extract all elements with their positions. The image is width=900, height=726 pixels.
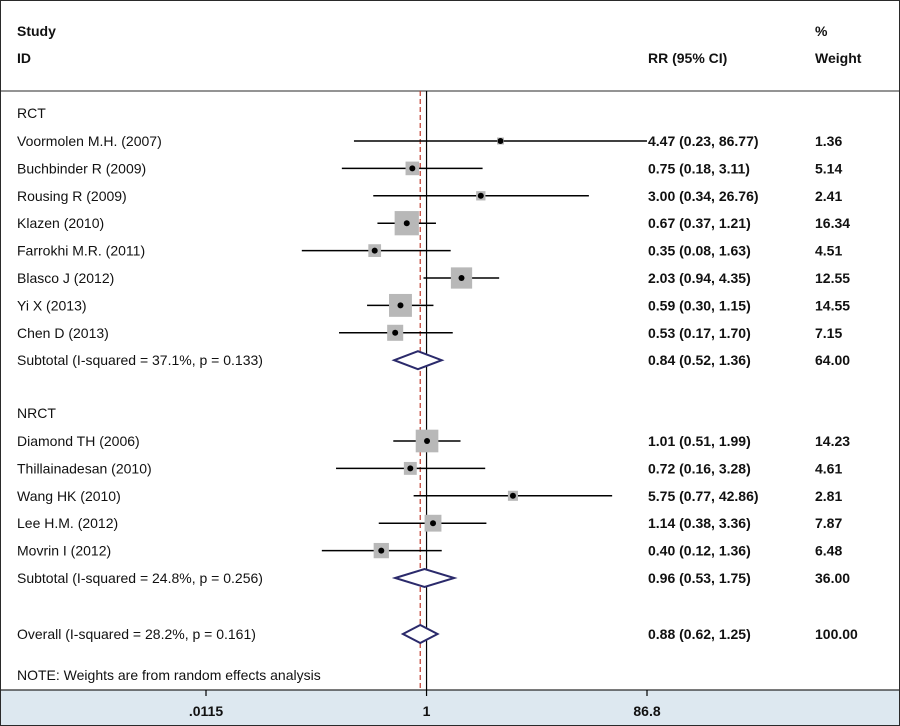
weight-value: 7.15 <box>815 325 842 341</box>
point-estimate <box>407 465 414 472</box>
header-study: Study <box>17 23 56 39</box>
point-estimate <box>378 547 385 554</box>
point-estimate <box>392 329 399 336</box>
point-estimate <box>397 302 404 309</box>
study-label: Buchbinder R (2009) <box>17 160 146 176</box>
point-estimate <box>509 492 516 499</box>
effect-value: 5.75 (0.77, 42.86) <box>648 488 759 504</box>
group-heading: RCT <box>17 105 46 121</box>
weight-value: 7.87 <box>815 515 842 531</box>
effect-value: 0.59 (0.30, 1.15) <box>648 297 751 313</box>
weight-value: 14.23 <box>815 433 850 449</box>
study-label: Yi X (2013) <box>17 297 87 313</box>
weight-value: 12.55 <box>815 270 850 286</box>
group-heading: NRCT <box>17 405 56 421</box>
x-tick-label: 86.8 <box>633 703 660 719</box>
effect-value: 3.00 (0.34, 26.76) <box>648 188 759 204</box>
header-id: ID <box>17 50 31 66</box>
weight-value: 5.14 <box>815 160 842 176</box>
study-label: Movrin I (2012) <box>17 543 111 559</box>
effect-value: 0.35 (0.08, 1.63) <box>648 243 751 259</box>
weight-value: 4.61 <box>815 460 842 476</box>
effect-value: 1.01 (0.51, 1.99) <box>648 433 751 449</box>
effect-value: 0.72 (0.16, 3.28) <box>648 460 751 476</box>
point-estimate <box>403 220 410 227</box>
study-label: Wang HK (2010) <box>17 488 121 504</box>
x-tick-label: 1 <box>423 703 431 719</box>
subtotal-weight-value: 64.00 <box>815 352 850 368</box>
overall-effect-value: 0.88 (0.62, 1.25) <box>648 626 751 642</box>
study-label: Klazen (2010) <box>17 215 104 231</box>
weight-value: 2.41 <box>815 188 842 204</box>
study-label: Diamond TH (2006) <box>17 433 140 449</box>
effect-value: 1.14 (0.38, 3.36) <box>648 515 751 531</box>
point-estimate <box>424 438 431 444</box>
subtotal-weight-value: 36.00 <box>815 570 850 586</box>
point-estimate <box>477 192 484 199</box>
weight-value: 1.36 <box>815 133 842 149</box>
study-label: Thillainadesan (2010) <box>17 460 152 476</box>
weight-value: 2.81 <box>815 488 842 504</box>
study-label: Blasco J (2012) <box>17 270 114 286</box>
study-label: Farrokhi M.R. (2011) <box>17 243 145 259</box>
subtotal-effect-value: 0.96 (0.53, 1.75) <box>648 570 751 586</box>
weight-value: 16.34 <box>815 215 850 231</box>
subtotal-effect-value: 0.84 (0.52, 1.36) <box>648 352 751 368</box>
study-label: Lee H.M. (2012) <box>17 515 118 531</box>
header-weight-top: % <box>815 23 828 39</box>
subtotal-diamond <box>391 350 445 371</box>
axis-band <box>0 690 900 726</box>
point-estimate <box>458 275 465 281</box>
x-tick-label: .0115 <box>189 703 223 719</box>
overall-diamond <box>400 623 440 645</box>
footnote: NOTE: Weights are from random effects an… <box>17 667 321 683</box>
study-label: Voormolen M.H. (2007) <box>17 133 162 149</box>
point-estimate <box>409 165 416 172</box>
effect-value: 4.47 (0.23, 86.77) <box>648 133 759 149</box>
overall-label: Overall (I-squared = 28.2%, p = 0.161) <box>17 626 256 642</box>
weight-value: 14.55 <box>815 297 850 313</box>
study-label: Chen D (2013) <box>17 325 109 341</box>
subtotal-label: Subtotal (I-squared = 37.1%, p = 0.133) <box>17 352 263 368</box>
header-effect: RR (95% CI) <box>648 50 727 66</box>
subtotal-diamond <box>391 567 458 589</box>
subtotal-label: Subtotal (I-squared = 24.8%, p = 0.256) <box>17 570 263 586</box>
effect-value: 0.67 (0.37, 1.21) <box>648 215 751 231</box>
effect-value: 0.53 (0.17, 1.70) <box>648 325 751 341</box>
point-estimate <box>371 247 378 254</box>
weight-value: 4.51 <box>815 243 842 259</box>
study-label: Rousing R (2009) <box>17 188 127 204</box>
effect-value: 2.03 (0.94, 4.35) <box>648 270 751 286</box>
effect-value: 0.40 (0.12, 1.36) <box>648 543 751 559</box>
point-estimate <box>430 520 437 527</box>
overall-weight-value: 100.00 <box>815 626 858 642</box>
point-estimate <box>497 138 504 144</box>
effect-value: 0.75 (0.18, 3.11) <box>648 160 750 176</box>
header-weight: Weight <box>815 50 862 66</box>
weight-value: 6.48 <box>815 543 842 559</box>
